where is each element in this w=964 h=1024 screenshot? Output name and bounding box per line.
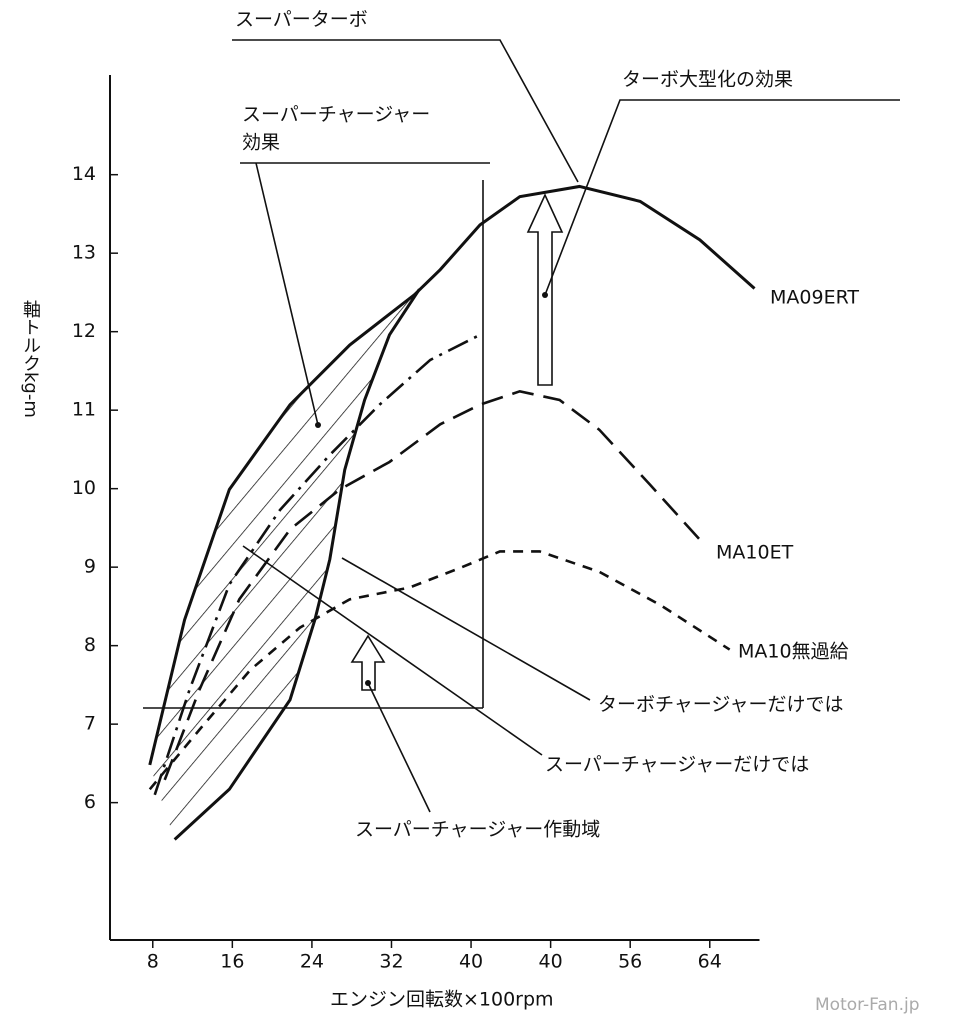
annotation: ターボ大型化の効果 — [622, 69, 793, 91]
y-tick-label: 11 — [72, 399, 96, 421]
x-tick-label: 16 — [220, 951, 244, 973]
y-tick-label: 7 — [84, 713, 96, 735]
x-tick-label: 40 — [539, 951, 563, 973]
series-line — [148, 184, 756, 766]
y-tick-label: 8 — [84, 634, 96, 656]
x-tick-label: 40 — [459, 951, 483, 973]
y-tick-label: 14 — [72, 163, 96, 185]
x-tick-label: 56 — [618, 951, 642, 973]
y-axis-label: 軸トルクkg-m — [20, 300, 41, 418]
series-label: MA10無過給 — [738, 641, 849, 663]
x-axis-label: エンジン回転数×100rpm — [330, 989, 554, 1011]
x-tick-label: 64 — [698, 951, 722, 973]
annotation: ターボチャージャーだけでは — [598, 694, 843, 716]
y-tick-label: 12 — [72, 320, 96, 342]
series-label: MA09ERT — [770, 287, 859, 309]
series-line — [163, 389, 701, 781]
series-line — [153, 333, 481, 796]
watermark: Motor-Fan.jp — [815, 995, 920, 1015]
x-tick-label: 24 — [300, 951, 324, 973]
series-line — [173, 288, 421, 841]
hatched-region — [149, 289, 420, 840]
annotation: 効果 — [242, 132, 280, 154]
y-tick-label: 9 — [84, 556, 96, 578]
x-tick-label: 32 — [379, 951, 403, 973]
y-tick-label: 6 — [84, 791, 96, 813]
annotation: スーパーチャージャー作動域 — [355, 819, 600, 841]
x-tick-label: 8 — [147, 951, 159, 973]
y-tick-label: 10 — [72, 477, 96, 499]
annotation: スーパーターボ — [235, 9, 368, 31]
y-tick-label: 13 — [72, 242, 96, 264]
series-line — [148, 550, 731, 791]
annotation: スーパーチャージャー — [242, 104, 430, 126]
series-label: MA10ET — [716, 542, 794, 564]
annotation: スーパーチャージャーだけでは — [545, 754, 809, 776]
